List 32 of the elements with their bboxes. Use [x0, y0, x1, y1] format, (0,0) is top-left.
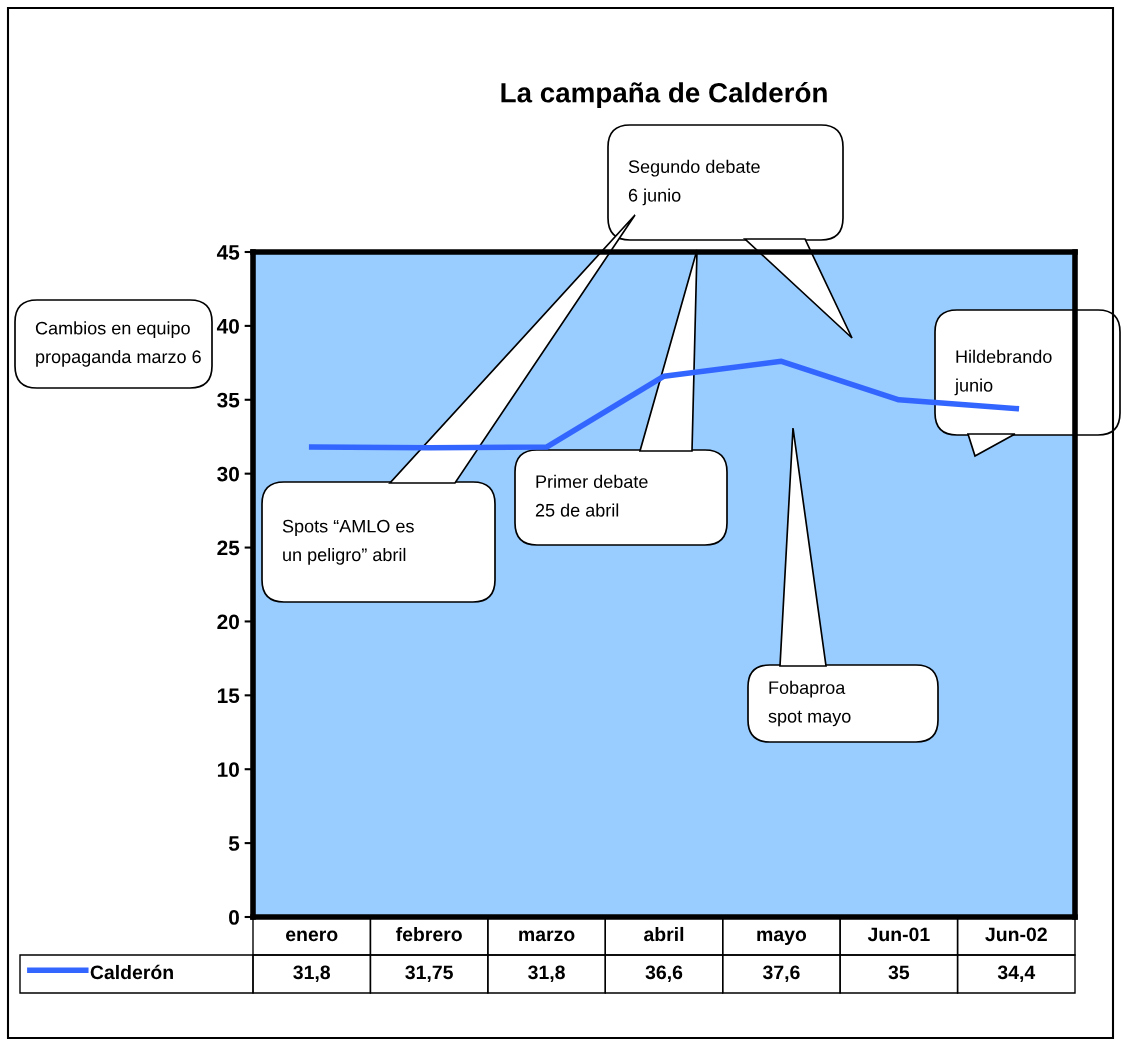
data-label: 31,75	[405, 965, 453, 983]
y-tick-label: 15	[217, 688, 240, 704]
text: Cambios en equipo propaganda marzo 6	[35, 321, 201, 367]
x-tick-label: Jun-02	[985, 927, 1047, 942]
data-label: 37,6	[762, 965, 800, 983]
annotation: Fobaproa spot mayo	[768, 680, 851, 727]
legend-label: Calderón	[90, 964, 173, 980]
annotation: Primer debate 25 de abril	[535, 474, 648, 517]
x-tick-label: mayo	[757, 930, 807, 946]
data-label: 35	[888, 965, 910, 980]
y-tick-label: 5	[228, 836, 240, 851]
y-tick-label: 10	[217, 762, 239, 777]
annotation: Hildebrando junio	[954, 349, 1052, 396]
x-tick-label: abril	[644, 926, 684, 942]
y-tick-label: 35	[217, 392, 240, 408]
y-tick-label: 40	[216, 318, 239, 334]
data-label: 31,8	[528, 965, 565, 983]
text: Segundo debate 6 junio	[628, 159, 760, 206]
y-tick-label: 20	[217, 614, 239, 630]
data-label: 34,4	[997, 965, 1036, 983]
x-tick-label: marzo	[519, 930, 575, 942]
chart-title: La campaña de Calderón	[501, 81, 827, 109]
y-tick-label: 30	[217, 466, 239, 482]
y-tick-label: 25	[217, 540, 240, 556]
x-tick-label: febrero	[395, 926, 462, 942]
x-tick-label: enero	[286, 930, 338, 942]
data-label: 36,6	[645, 965, 683, 983]
y-tick-label: 0	[229, 910, 239, 925]
x-tick-label: Jun-01	[867, 927, 930, 942]
annotation: Spots “AMLO es un peligro” abril	[282, 519, 414, 565]
data-label: 31,8	[293, 965, 331, 983]
y-tick-label: 45	[216, 245, 240, 260]
